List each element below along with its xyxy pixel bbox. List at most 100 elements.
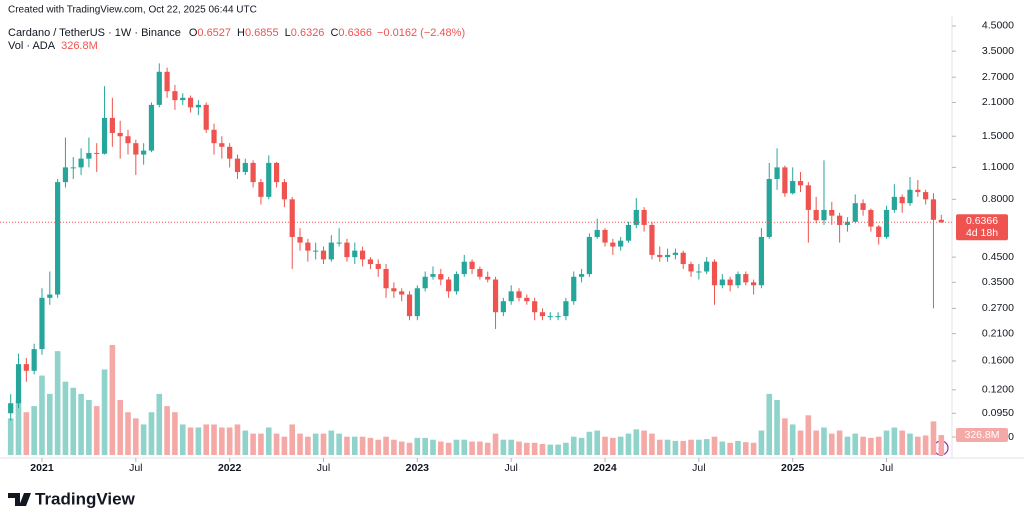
candle-body: [571, 276, 577, 302]
candle-body: [844, 221, 851, 225]
volume-bar: [508, 439, 514, 455]
ohlc-key: H: [237, 27, 245, 39]
candle-body: [923, 192, 929, 200]
candle-body: [336, 242, 342, 244]
volume-bar: [242, 430, 249, 455]
volume-bar: [524, 442, 530, 455]
candle-body: [735, 274, 741, 286]
y-tick-label: 2.1000: [982, 96, 1014, 108]
volume-bar: [23, 412, 30, 455]
candle-body: [258, 182, 264, 197]
x-tick-label: 2022: [218, 462, 242, 474]
volume-bar: [477, 441, 483, 455]
change: −0.0162 (−2.48%): [377, 27, 465, 39]
candle-body: [751, 282, 757, 286]
volume-bar: [868, 437, 874, 455]
volume-bar: [39, 375, 45, 455]
volume-bar: [203, 424, 209, 455]
volume-bar: [31, 406, 37, 455]
candle-body: [414, 288, 420, 317]
candle-body: [320, 250, 327, 260]
candle-body: [837, 215, 843, 225]
candle-body: [39, 297, 45, 350]
volume-bar: [617, 436, 624, 455]
candle-body: [625, 224, 632, 241]
candle-body: [477, 268, 483, 277]
candle-body: [813, 209, 819, 221]
volume-bar: [602, 436, 608, 455]
volume-bar: [758, 430, 765, 455]
candle-body: [657, 254, 663, 258]
candle-body: [610, 242, 616, 247]
candle-body: [344, 242, 350, 258]
ohlc-key: O: [189, 27, 198, 39]
volume-bar: [563, 442, 569, 455]
volume-bar: [320, 433, 327, 455]
volume-bar: [234, 424, 241, 455]
candle-body: [829, 209, 835, 216]
candle-body: [250, 162, 256, 183]
volume-bar: [438, 441, 444, 455]
candle-body: [797, 181, 804, 186]
volume-bar: [367, 437, 374, 455]
volume-bar: [289, 424, 296, 455]
volume-bar: [258, 433, 264, 455]
candle-body: [172, 91, 178, 101]
x-tick-label: 2025: [781, 462, 805, 474]
volume-bar: [7, 418, 14, 455]
volume-bar: [821, 427, 827, 455]
volume-bar: [484, 442, 491, 455]
volume-bar: [375, 439, 382, 455]
volume-bar: [54, 351, 61, 455]
candle-body: [227, 146, 233, 159]
candle-body: [696, 271, 702, 273]
price-label: 0.6366: [966, 215, 998, 227]
candle-body: [672, 252, 678, 255]
candle-body: [563, 301, 569, 317]
candle-body: [539, 312, 546, 317]
ohlc-key: C: [330, 27, 338, 39]
candle-body: [391, 288, 397, 292]
volume-bar: [164, 406, 170, 455]
candle-body: [125, 136, 131, 144]
volume-bar: [899, 430, 905, 455]
volume-bar: [555, 444, 561, 455]
y-tick-label: 2.7000: [982, 71, 1014, 83]
candle-body: [281, 182, 287, 200]
volume-bar: [93, 406, 100, 455]
candle-body: [8, 403, 14, 414]
volume-bar: [195, 427, 202, 455]
candle-body: [688, 264, 694, 272]
volume-bar: [696, 439, 702, 455]
candle-body: [594, 229, 600, 237]
volume-bar: [117, 400, 123, 455]
watermark: Created with TradingView.com, Oct 22, 20…: [8, 5, 257, 16]
volume-bar: [406, 442, 413, 455]
volume-bar: [109, 345, 116, 455]
candle-body: [297, 236, 303, 243]
volume-bar: [422, 437, 428, 455]
y-tick-label: 0.1600: [982, 355, 1014, 367]
candle-body: [641, 209, 647, 225]
candle-body: [727, 279, 733, 286]
candle-body: [782, 167, 788, 194]
volume-bar: [516, 441, 522, 455]
volume-label: 326.8M: [964, 429, 999, 441]
candle-body: [915, 189, 921, 193]
candle-body: [234, 158, 241, 173]
ohlc-value: 0.6326: [291, 27, 325, 39]
candle-body: [352, 250, 358, 258]
volume-bar: [86, 400, 92, 455]
volume-bar: [938, 435, 945, 455]
volume-bar: [836, 430, 843, 455]
volume-bar: [453, 439, 460, 455]
volume-bar: [672, 440, 679, 455]
volume-bar: [414, 437, 421, 455]
candle-body: [766, 178, 772, 237]
volume-value: 326.8M: [61, 40, 98, 52]
candle-body: [704, 261, 710, 272]
volume-bar: [47, 393, 53, 455]
candle-body: [86, 152, 92, 159]
volume-bar: [930, 421, 937, 455]
